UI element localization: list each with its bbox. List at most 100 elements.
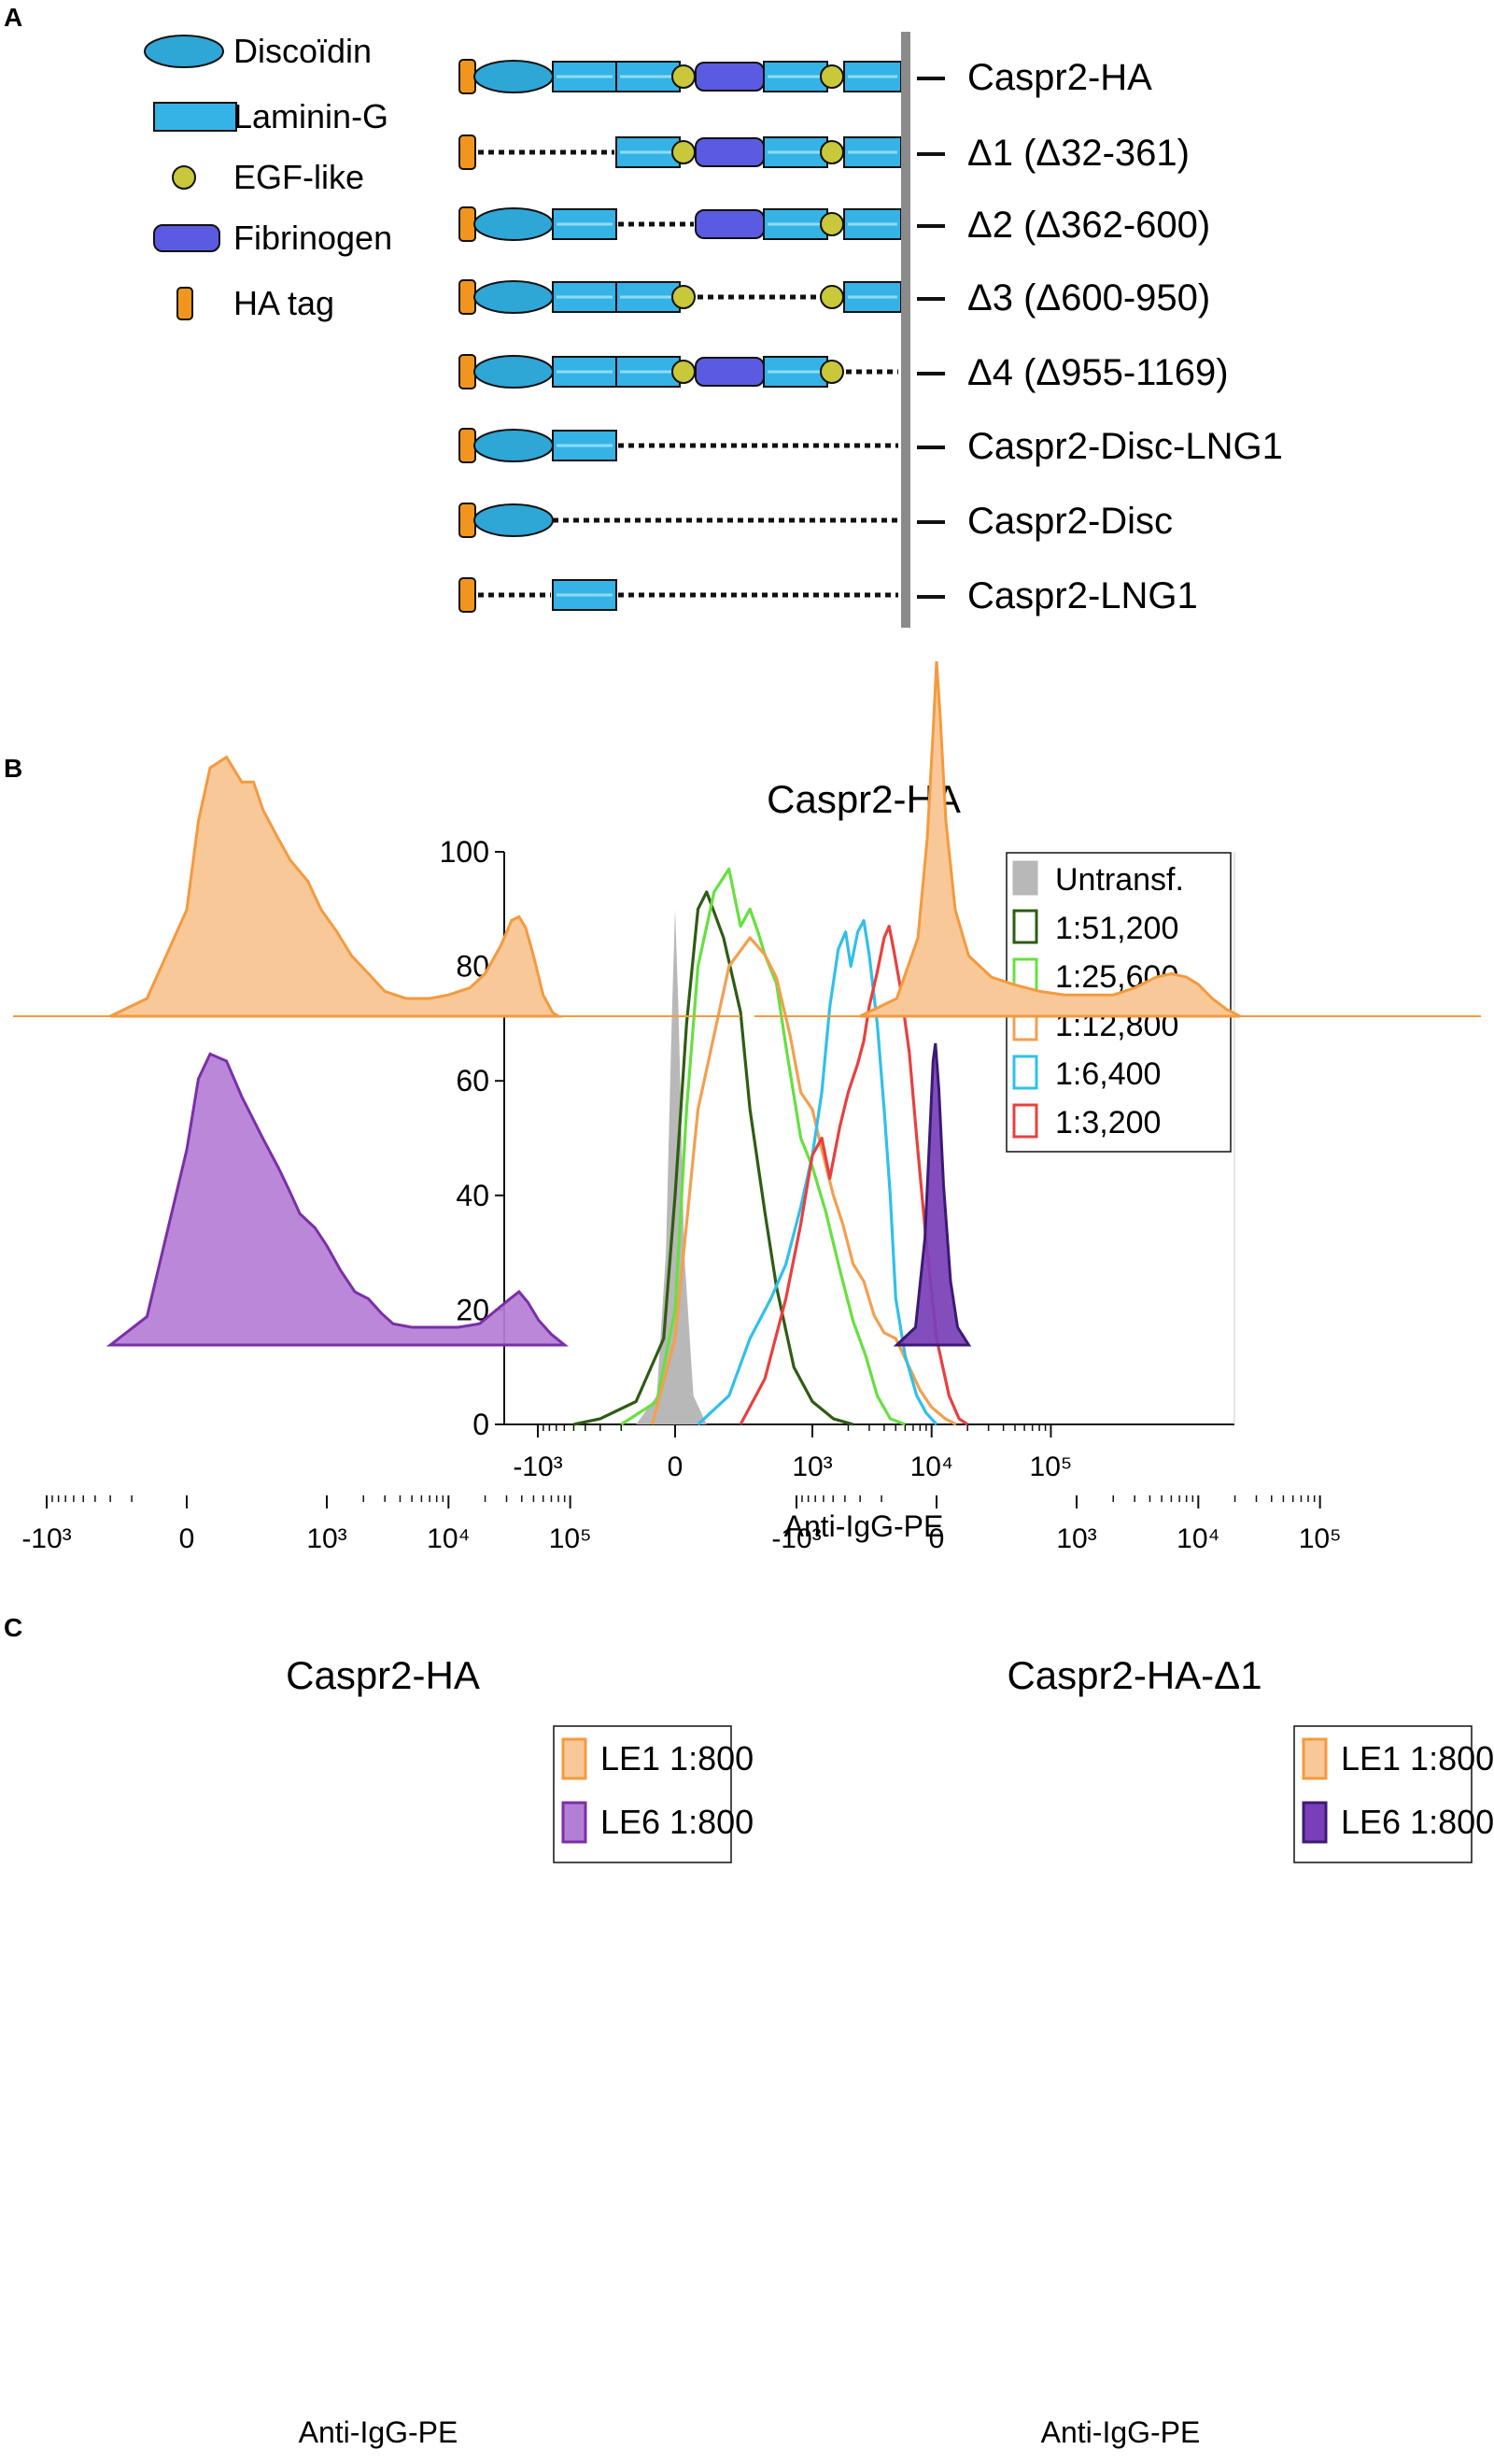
legend-entry: 1:51,200 — [1012, 909, 1178, 946]
le6-histogram — [893, 1042, 972, 1347]
legend-tag-entry: HA tag — [176, 284, 334, 322]
x-tick-label: 0 — [929, 1523, 945, 1554]
legend-label: HA tag — [233, 284, 334, 322]
construct-row: Caspr2-Disc-LNG1 — [458, 426, 1283, 467]
legend-swatch — [561, 1801, 587, 1844]
series-histogram-line — [650, 936, 957, 1426]
x-tick-label: 10³ — [1056, 1523, 1096, 1554]
panel-c-left-xlabel: Anti-IgG-PE — [299, 2415, 458, 2449]
ha-tag-domain — [458, 503, 476, 538]
ha-tag-legend-icon — [176, 287, 193, 320]
legend-label: 1:3,200 — [1055, 1105, 1161, 1140]
x-tick-label: -10³ — [771, 1523, 821, 1554]
construct-row: Caspr2-Disc — [458, 501, 1173, 542]
x-tick-label: 10⁵ — [1299, 1523, 1342, 1554]
construct-label: Δ1 (Δ32-361) — [967, 133, 1190, 174]
construct-row: Δ2 (Δ362-600) — [458, 205, 1210, 246]
discoidin-domain — [473, 60, 554, 93]
panel-c: C Caspr2-HA Caspr2-HA-Δ1 -10³ 0 10³ 10⁴ 10⁵ L… — [4, 660, 1494, 2449]
x-tick-label: -10³ — [21, 1523, 71, 1554]
egf-like-domain — [820, 64, 844, 89]
legend-entry: 1:3,200 — [1012, 1103, 1161, 1140]
egf-like-domain — [820, 212, 844, 236]
panel-b-xlabel: Anti-IgG-PE — [784, 1509, 944, 1543]
x-tick-label: -10³ — [513, 1451, 562, 1482]
legend-fibrinogen-entry: Fibrinogen — [153, 219, 392, 257]
egf-like-domain — [820, 360, 844, 384]
legend-swatch — [1302, 1737, 1328, 1780]
panel-c-left-title: Caspr2-HA — [286, 1653, 480, 1697]
discoidin-domain — [473, 429, 554, 462]
legend-label: Untransf. — [1055, 862, 1184, 898]
legend-label: LE6 1:800 — [1341, 1803, 1494, 1841]
legend-label: Fibrinogen — [233, 219, 392, 257]
legend-label: Discoïdin — [233, 32, 372, 70]
y-tick-label: 60 — [456, 1064, 489, 1097]
panel-c-letter: C — [4, 1613, 22, 1642]
legend-label: LE1 1:800 — [1341, 1739, 1494, 1777]
le1-histogram — [859, 660, 1241, 1018]
legend-swatch — [1302, 1801, 1328, 1844]
laminin-legend-icon — [153, 102, 237, 132]
x-tick-label: 10⁵ — [549, 1523, 592, 1554]
ha-tag-domain — [458, 135, 476, 170]
legend-ellipse-entry: Discoïdin — [144, 32, 372, 70]
egf-like-domain — [671, 285, 696, 309]
construct-label: Caspr2-Disc — [967, 501, 1173, 542]
ha-tag-domain — [458, 206, 476, 242]
ha-tag-domain — [458, 577, 476, 613]
panel-c-right-xlabel: Anti-IgG-PE — [1041, 2415, 1201, 2449]
domain-legend: Discoïdin Laminin-G EGF-like Fibrinogen HA t… — [144, 32, 392, 322]
x-tick-label: 10⁴ — [1177, 1523, 1219, 1554]
legend-rect-entry: Laminin-G — [153, 97, 388, 135]
fibrinogen-domain — [695, 137, 765, 167]
egf-like-domain — [671, 64, 696, 89]
histogram-c-right: -10³ 0 10³ 10⁴ 10⁵ LE1 1:800 LE6 1:800 — [754, 660, 1494, 1863]
y-tick-label: 100 — [440, 835, 489, 869]
construct-label: Caspr2-Disc-LNG1 — [967, 426, 1283, 467]
legend-swatch — [1012, 860, 1038, 896]
legend-entry: LE6 1:800 — [1302, 1801, 1494, 1844]
construct-label: Caspr2-HA — [967, 57, 1152, 98]
construct-row: Caspr2-LNG1 — [458, 575, 1198, 616]
egf-like-domain — [820, 285, 844, 309]
histogram-c-left: -10³ 0 10³ 10⁴ 10⁵ LE1 1:800 LE6 1:800 — [13, 755, 754, 1863]
legend-entry: 1:6,400 — [1012, 1055, 1161, 1092]
discoidin-legend-icon — [144, 35, 224, 68]
construct-label: Caspr2-LNG1 — [967, 575, 1198, 616]
ha-tag-domain — [458, 59, 476, 94]
legend-label: LE6 1:800 — [600, 1803, 754, 1841]
panel-c-right-title: Caspr2-HA-Δ1 — [1007, 1653, 1261, 1697]
legend-label: 1:51,200 — [1055, 911, 1178, 946]
construct-label: Δ4 (Δ955-1169) — [967, 352, 1229, 393]
legend-swatch — [1012, 1103, 1038, 1139]
y-tick-label: 40 — [456, 1179, 489, 1212]
egf-legend-icon — [172, 165, 196, 190]
panel-b-letter: B — [4, 754, 22, 783]
panel-a: A Discoïdin Laminin-G EGF-like Fibrinogen HA… — [4, 3, 1283, 628]
x-tick-label: 0 — [179, 1523, 195, 1554]
construct-diagram: Caspr2-HA Δ1 (Δ32-361) Δ2 (Δ362-600) Δ3 (Δ6… — [458, 57, 1283, 616]
legend-swatch — [1012, 1055, 1038, 1090]
series-histogram-line — [573, 890, 854, 1426]
ha-tag-domain — [458, 354, 476, 389]
egf-like-domain — [820, 140, 844, 164]
legend-label: Laminin-G — [233, 97, 388, 135]
legend-entry: Untransf. — [1012, 860, 1184, 898]
untransfected-histogram — [636, 909, 707, 1424]
legend-label: LE1 1:800 — [600, 1739, 754, 1777]
series-histogram-line — [697, 919, 938, 1426]
egf-like-domain — [671, 140, 696, 164]
construct-row: Δ1 (Δ32-361) — [458, 133, 1190, 174]
fibrinogen-domain — [695, 357, 765, 387]
legend-entry: LE6 1:800 — [561, 1801, 754, 1844]
construct-row: Δ3 (Δ600-950) — [458, 277, 1210, 319]
ha-tag-domain — [458, 428, 476, 463]
legend-circle-entry: EGF-like — [172, 158, 364, 196]
discoidin-domain — [473, 503, 554, 537]
legend-swatch — [561, 1737, 587, 1780]
x-tick-label: 10⁴ — [427, 1523, 470, 1554]
x-tick-label: 10⁵ — [1030, 1451, 1073, 1482]
